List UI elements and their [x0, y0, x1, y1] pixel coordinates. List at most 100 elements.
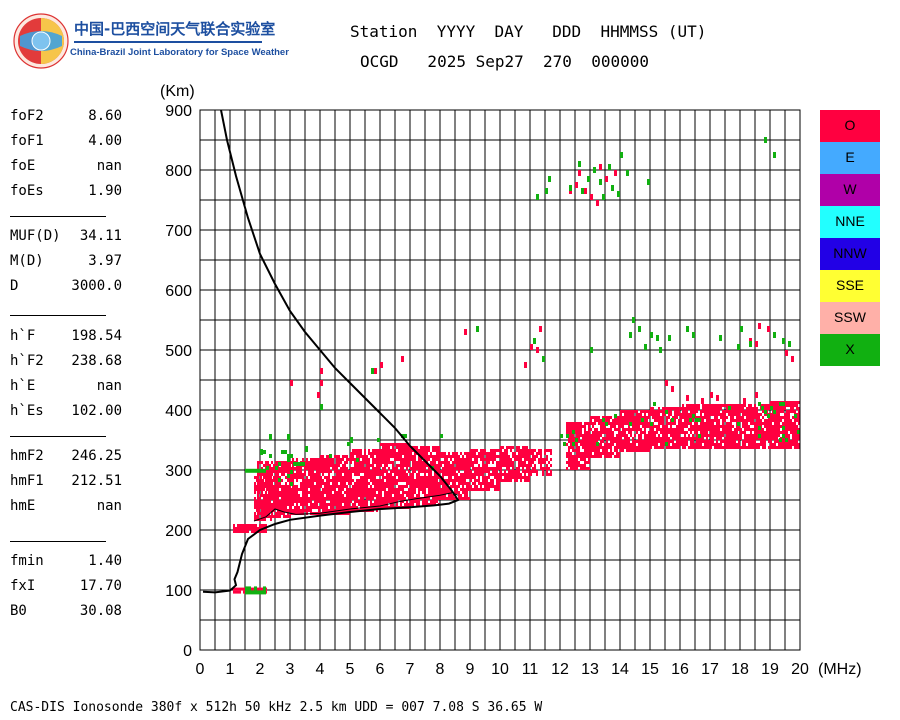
o-echo — [352, 506, 354, 509]
o-echo — [281, 467, 283, 470]
o-echo — [388, 449, 390, 452]
o-echo — [271, 509, 273, 512]
o-echo — [406, 461, 408, 464]
o-echo — [279, 476, 281, 479]
o-echo — [730, 413, 732, 416]
o-echo — [344, 485, 346, 488]
o-echo — [590, 419, 592, 422]
o-echo — [576, 464, 578, 467]
o-echo — [448, 497, 450, 500]
o-echo — [586, 422, 588, 425]
o-echo — [520, 449, 522, 452]
o-echo — [237, 590, 239, 594]
o-echo — [764, 434, 766, 437]
o-echo — [277, 488, 279, 491]
o-echo — [674, 419, 676, 422]
o-echo — [478, 464, 480, 467]
o-echo — [662, 413, 664, 416]
o-echo — [586, 461, 588, 464]
o-echo — [764, 419, 766, 422]
o-echo — [346, 503, 348, 506]
o-echo — [420, 470, 422, 473]
o-echo — [273, 506, 275, 509]
o-echo — [326, 512, 328, 515]
x-echo — [695, 418, 698, 422]
o-echo — [798, 443, 800, 446]
x-echo-point — [569, 185, 572, 191]
o-echo — [466, 452, 468, 455]
o-echo — [257, 482, 259, 485]
o-echo — [646, 422, 648, 425]
o-echo — [780, 416, 782, 419]
o-echo — [277, 512, 279, 515]
o-echo — [676, 446, 678, 449]
o-echo — [582, 425, 584, 428]
o-echo — [306, 458, 308, 461]
o-echo — [632, 437, 634, 440]
o-echo — [300, 488, 302, 491]
o-echo — [582, 443, 584, 446]
o-echo — [332, 509, 334, 512]
o-echo — [524, 446, 526, 449]
o-echo — [261, 500, 263, 503]
o-echo — [464, 470, 466, 473]
o-echo — [346, 467, 348, 470]
o-echo — [402, 470, 404, 473]
o-echo — [432, 500, 434, 503]
o-echo — [368, 497, 370, 500]
o-echo — [674, 407, 676, 410]
o-echo — [386, 464, 388, 467]
o-echo — [290, 491, 292, 494]
o-echo — [704, 446, 706, 449]
o-echo — [310, 500, 312, 503]
o-echo — [548, 461, 550, 464]
o-echo — [608, 446, 610, 449]
o-echo — [762, 428, 764, 431]
o-echo — [580, 425, 582, 428]
param-row-fof2: foF2 8.60 — [10, 108, 122, 126]
x-echo-point — [305, 446, 308, 452]
o-echo — [271, 497, 273, 500]
o-echo — [778, 425, 780, 428]
o-echo — [684, 437, 686, 440]
o-echo — [269, 476, 271, 479]
o-echo — [306, 506, 308, 509]
o-echo — [338, 503, 340, 506]
o-echo — [464, 482, 466, 485]
o-echo — [330, 503, 332, 506]
o-echo — [576, 422, 578, 425]
o-echo — [334, 509, 336, 512]
o-echo — [732, 410, 734, 413]
o-echo — [267, 506, 269, 509]
o-echo — [730, 434, 732, 437]
o-echo — [748, 440, 750, 443]
o-echo — [686, 440, 688, 443]
o-echo — [618, 440, 620, 443]
o-echo — [620, 422, 622, 425]
o-echo — [410, 473, 412, 476]
o-echo — [736, 407, 738, 410]
o-echo — [706, 440, 708, 443]
o-echo — [316, 500, 318, 503]
o-echo — [324, 464, 326, 467]
o-echo — [620, 425, 622, 428]
o-echo — [606, 428, 608, 431]
param-row-hes: h`Es 102.00 — [10, 403, 122, 421]
o-echo — [346, 494, 348, 497]
o-echo — [740, 404, 742, 407]
x-echo — [290, 454, 293, 458]
o-echo — [352, 479, 354, 482]
o-echo — [362, 476, 364, 479]
o-echo — [486, 479, 488, 482]
o-echo — [768, 437, 770, 440]
x-echo-point — [629, 332, 632, 338]
o-echo — [774, 404, 776, 407]
o-echo — [672, 443, 674, 446]
o-echo-point — [575, 182, 578, 188]
o-echo — [464, 473, 466, 476]
o-echo — [758, 443, 760, 446]
o-echo — [438, 470, 440, 473]
param-label: foEs — [10, 183, 44, 199]
o-echo — [386, 476, 388, 479]
o-echo — [320, 494, 322, 497]
